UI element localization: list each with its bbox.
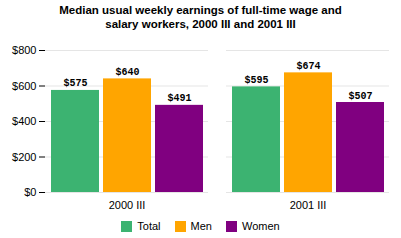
html-text:Total: Total bbox=[137, 220, 161, 232]
svg-text:$600: $600 bbox=[12, 80, 36, 92]
svg-text:$800: $800 bbox=[12, 44, 36, 56]
svg-text:$200: $200 bbox=[12, 151, 36, 163]
svg-text:2000 III: 2000 III bbox=[109, 199, 146, 211]
svg-text:$575: $575 bbox=[63, 78, 87, 89]
svg-text:$595: $595 bbox=[244, 75, 268, 86]
svg-text:$640: $640 bbox=[115, 67, 139, 78]
svg-text:$507: $507 bbox=[348, 91, 372, 102]
html-text:Median usual weekly earnings o: Median usual weekly earnings of full-tim… bbox=[59, 4, 342, 30]
svg-text:$674: $674 bbox=[296, 61, 320, 72]
svg-text:$400: $400 bbox=[12, 115, 36, 127]
svg-text:$0: $0 bbox=[24, 186, 36, 198]
html-text:Women: Women bbox=[242, 220, 280, 232]
html-text:Men: Men bbox=[190, 220, 212, 232]
svg-text:$491: $491 bbox=[167, 93, 191, 104]
svg-text:2001 III: 2001 III bbox=[290, 199, 327, 211]
